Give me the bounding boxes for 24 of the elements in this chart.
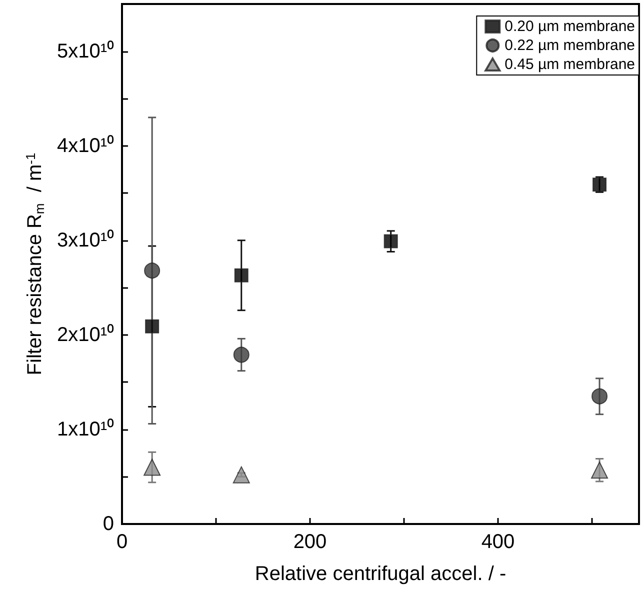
x-tick-label: 0 — [116, 531, 128, 553]
x-axis-title: Relative centrifugal accel. / - — [254, 563, 506, 585]
point — [144, 262, 160, 279]
point — [384, 234, 398, 248]
y-tick-label: 2x10¹⁰ — [56, 322, 114, 346]
y-tick-label: 3x10¹⁰ — [56, 228, 114, 252]
point — [592, 388, 608, 404]
y-tick-label: 1x10¹⁰ — [56, 417, 114, 440]
point — [144, 458, 161, 476]
point — [591, 462, 608, 479]
y-tick-label: 5x10¹⁰ — [56, 39, 114, 62]
legend-label: 0.20 µm membrane — [504, 18, 636, 35]
y-axis-title: Filter resistance Rm / m-1 — [23, 152, 48, 376]
point — [233, 346, 250, 363]
y-tick-label: 0 — [102, 513, 114, 535]
point — [232, 466, 250, 484]
y-tick-label: 4x10¹⁰ — [56, 134, 114, 157]
x-tick-label: 400 — [481, 531, 515, 553]
x-tick-label: 200 — [293, 531, 327, 553]
legend-label: 0.22 µm membrane — [504, 37, 636, 54]
point — [592, 178, 607, 192]
legend-label: 0.45 µm membrane — [504, 56, 636, 73]
point — [145, 319, 160, 334]
point — [234, 268, 248, 282]
